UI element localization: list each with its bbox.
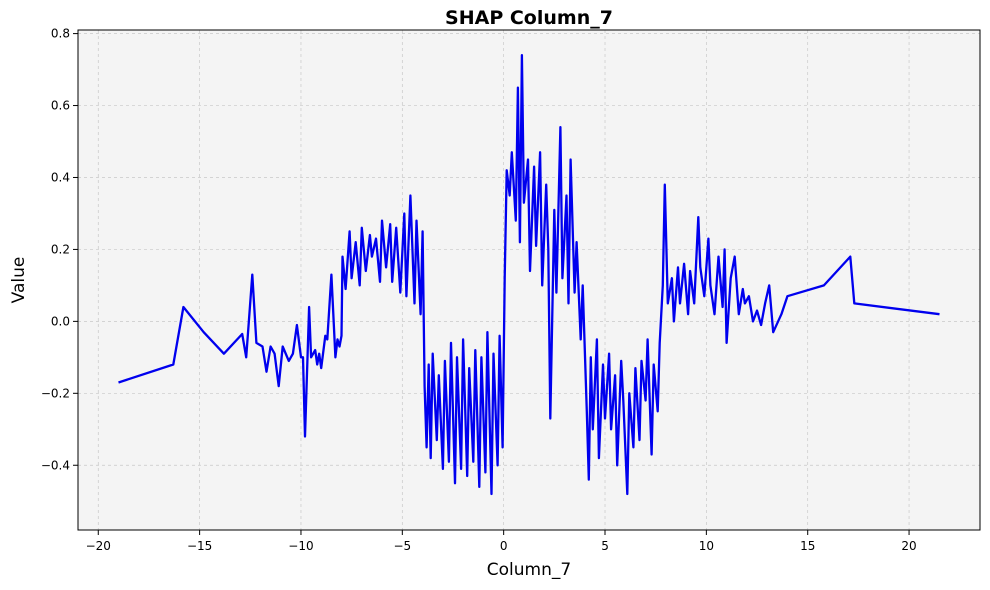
y-tick-label: 0.4 [51,170,70,184]
data-layer [118,54,940,496]
y-tick-label: 0.2 [51,242,70,256]
chart-title: SHAP Column_7 [445,7,613,29]
y-tick-label: −0.4 [41,458,70,472]
x-tick-label: −20 [86,539,111,553]
x-tick-label: −15 [187,539,212,553]
y-tick-label: 0.8 [51,27,70,41]
axes: −20 −15 −10 −5 0 5 10 15 20 −0.4 −0.2 0.0 0.2 0.4 0.6 0… [41,27,917,553]
x-tick-label: −10 [288,539,313,553]
x-tick-label: 15 [800,539,815,553]
y-tick-label: 0.0 [51,314,70,328]
x-tick-label: 20 [901,539,916,553]
plot-area [78,30,980,530]
y-tick-label: −0.2 [41,386,70,400]
y-tick-label: 0.6 [51,99,70,113]
shap-series-line [118,54,940,496]
x-axis-label: Column_7 [487,560,571,580]
x-tick-label: 0 [500,539,508,553]
x-tick-label: 10 [699,539,714,553]
x-tick-label: −5 [393,539,411,553]
x-tick-label: 5 [601,539,609,553]
y-axis-label: Value [9,257,29,304]
plot-frame [77,29,981,531]
